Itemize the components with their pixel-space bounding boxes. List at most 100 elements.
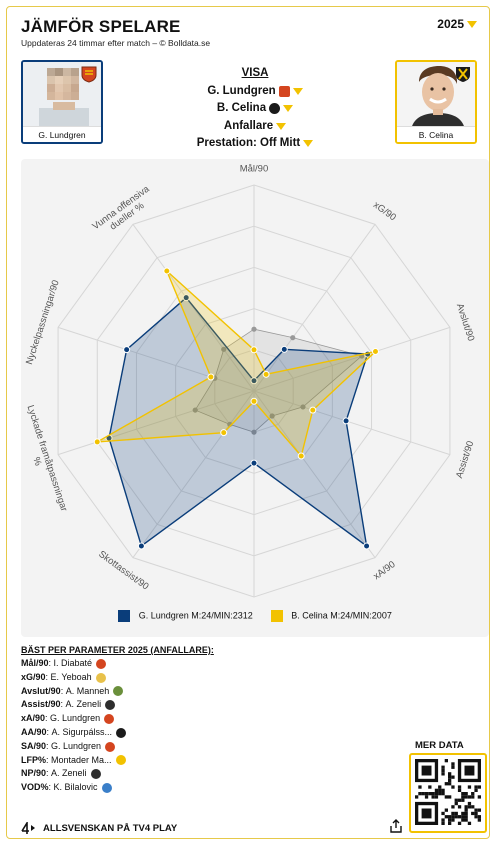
- axis-label: Mål/90: [240, 164, 269, 175]
- year-selector[interactable]: 2025: [437, 17, 477, 31]
- best-item: LFP%: Montader Ma...: [21, 754, 321, 768]
- team-badge-icon: [104, 714, 115, 725]
- team-crest-left-icon: [81, 66, 97, 83]
- data-point: [182, 294, 190, 302]
- qr-module: [428, 785, 432, 789]
- year-value: 2025: [437, 17, 464, 31]
- qr-module: [464, 795, 468, 799]
- best-param: LFP%: [21, 754, 47, 765]
- qr-module: [471, 792, 475, 796]
- team-badge-icon: [115, 755, 126, 766]
- legend-swatch-right: [270, 610, 283, 622]
- qr-module: [421, 808, 432, 819]
- best-item: VOD%: K. Bilalovic: [21, 781, 321, 795]
- grid-spoke: [132, 390, 255, 558]
- chevron-down-icon: [276, 122, 287, 130]
- data-point: [207, 373, 215, 381]
- player-name-right: B. Celina: [397, 126, 475, 142]
- qr-module: [467, 801, 472, 806]
- qr-module: [461, 818, 465, 822]
- data-point: [297, 452, 305, 460]
- player-card-left[interactable]: G. Lundgren: [21, 60, 103, 144]
- compare-card: JÄMFÖR SPELARE Uppdateras 24 timmar efte…: [6, 6, 490, 839]
- qr-module: [474, 808, 478, 812]
- axis-label: xG/90: [371, 200, 398, 224]
- qr-module: [451, 805, 455, 809]
- grid-spoke: [253, 326, 451, 392]
- qr-module: [477, 815, 481, 819]
- share-button[interactable]: [389, 819, 403, 838]
- position-selector[interactable]: Anfallare: [127, 118, 383, 136]
- data-point: [262, 370, 270, 378]
- footer-link[interactable]: ALLSVENSKAN PÅ TV4 PLAY: [21, 822, 177, 834]
- legend-item-left: G. Lundgren M:24/MIN:2312: [118, 610, 253, 622]
- radar-chart: Mål/90xG/90Avslut/90Assist/90xA/90Andraa…: [21, 164, 476, 619]
- best-item: Avslut/90: A. Manneh: [21, 685, 321, 699]
- best-player: G. Lundgren: [50, 713, 101, 724]
- qr-module: [454, 801, 458, 806]
- best-separator: :: [60, 685, 66, 696]
- position-label: Anfallare: [223, 119, 274, 132]
- data-point: [309, 406, 317, 414]
- team-badge-icon: [105, 741, 116, 752]
- qr-module: [448, 778, 452, 783]
- qr-module: [474, 811, 478, 816]
- qr-module: [477, 785, 481, 789]
- grid-spoke: [253, 390, 376, 558]
- qr-code[interactable]: [409, 753, 487, 833]
- qr-module: [441, 772, 445, 776]
- player-card-right[interactable]: B. Celina: [395, 60, 477, 144]
- best-item: xA/90: G. Lundgren: [21, 712, 321, 726]
- player1-selector[interactable]: G. Lundgren: [127, 83, 383, 101]
- qr-module: [464, 818, 468, 822]
- visa-panel: VISA G. Lundgren B. Celina Anfallare Pre…: [127, 65, 383, 153]
- best-item: AA/90: A. Sigurpálss...: [21, 726, 321, 740]
- best-param: Avslut/90: [21, 685, 61, 696]
- qr-module: [461, 792, 465, 796]
- data-point: [363, 542, 371, 550]
- data-point: [251, 429, 257, 435]
- team-badge-icon: [269, 103, 281, 115]
- qr-module: [474, 815, 478, 819]
- share-icon: [390, 819, 402, 833]
- qr-module: [441, 788, 445, 792]
- prestation-selector[interactable]: Prestation: Off Mitt: [127, 135, 383, 153]
- best-param: AA/90: [21, 726, 47, 737]
- axis-label: Assist/90: [454, 440, 476, 480]
- qr-module: [464, 811, 468, 816]
- data-point: [251, 326, 257, 332]
- qr-module: [434, 788, 439, 792]
- qr-module: [461, 815, 465, 819]
- qr-module: [415, 795, 419, 799]
- data-point: [137, 542, 145, 550]
- qr-module: [467, 785, 472, 789]
- best-item: Mål/90: I. Diabaté: [21, 657, 321, 671]
- axis-label: Vunna offensivadueller %: [90, 183, 158, 241]
- axis-label: Skottassist/90: [96, 549, 150, 593]
- qr-module: [474, 788, 478, 792]
- chart-legend: G. Lundgren M:24/MIN:2312 B. Celina M:24…: [21, 610, 489, 622]
- qr-module: [454, 811, 458, 816]
- data-point: [250, 346, 258, 354]
- best-item: xG/90: E. Yeboah: [21, 671, 321, 685]
- best-player: Montader Ma...: [51, 754, 112, 765]
- qr-module: [448, 775, 452, 779]
- data-point: [250, 397, 258, 405]
- data-point: [250, 459, 258, 467]
- best-separator: :: [45, 671, 51, 682]
- axis-label: Avslut/90: [454, 302, 476, 342]
- qr-module: [441, 818, 445, 822]
- axis-label: Lyckade framåtpassningar%: [21, 404, 70, 516]
- best-separator: :: [60, 699, 66, 710]
- player2-selector[interactable]: B. Celina: [127, 100, 383, 118]
- best-separator: :: [46, 768, 52, 779]
- data-point: [290, 335, 296, 341]
- team-badge-icon: [95, 672, 106, 683]
- qr-module: [457, 805, 462, 809]
- best-separator: :: [48, 658, 54, 668]
- data-point: [221, 346, 227, 352]
- grid-spoke: [57, 326, 255, 392]
- best-param: xA/90: [21, 713, 46, 724]
- qr-module: [471, 795, 475, 799]
- team-badge-icon: [90, 769, 101, 780]
